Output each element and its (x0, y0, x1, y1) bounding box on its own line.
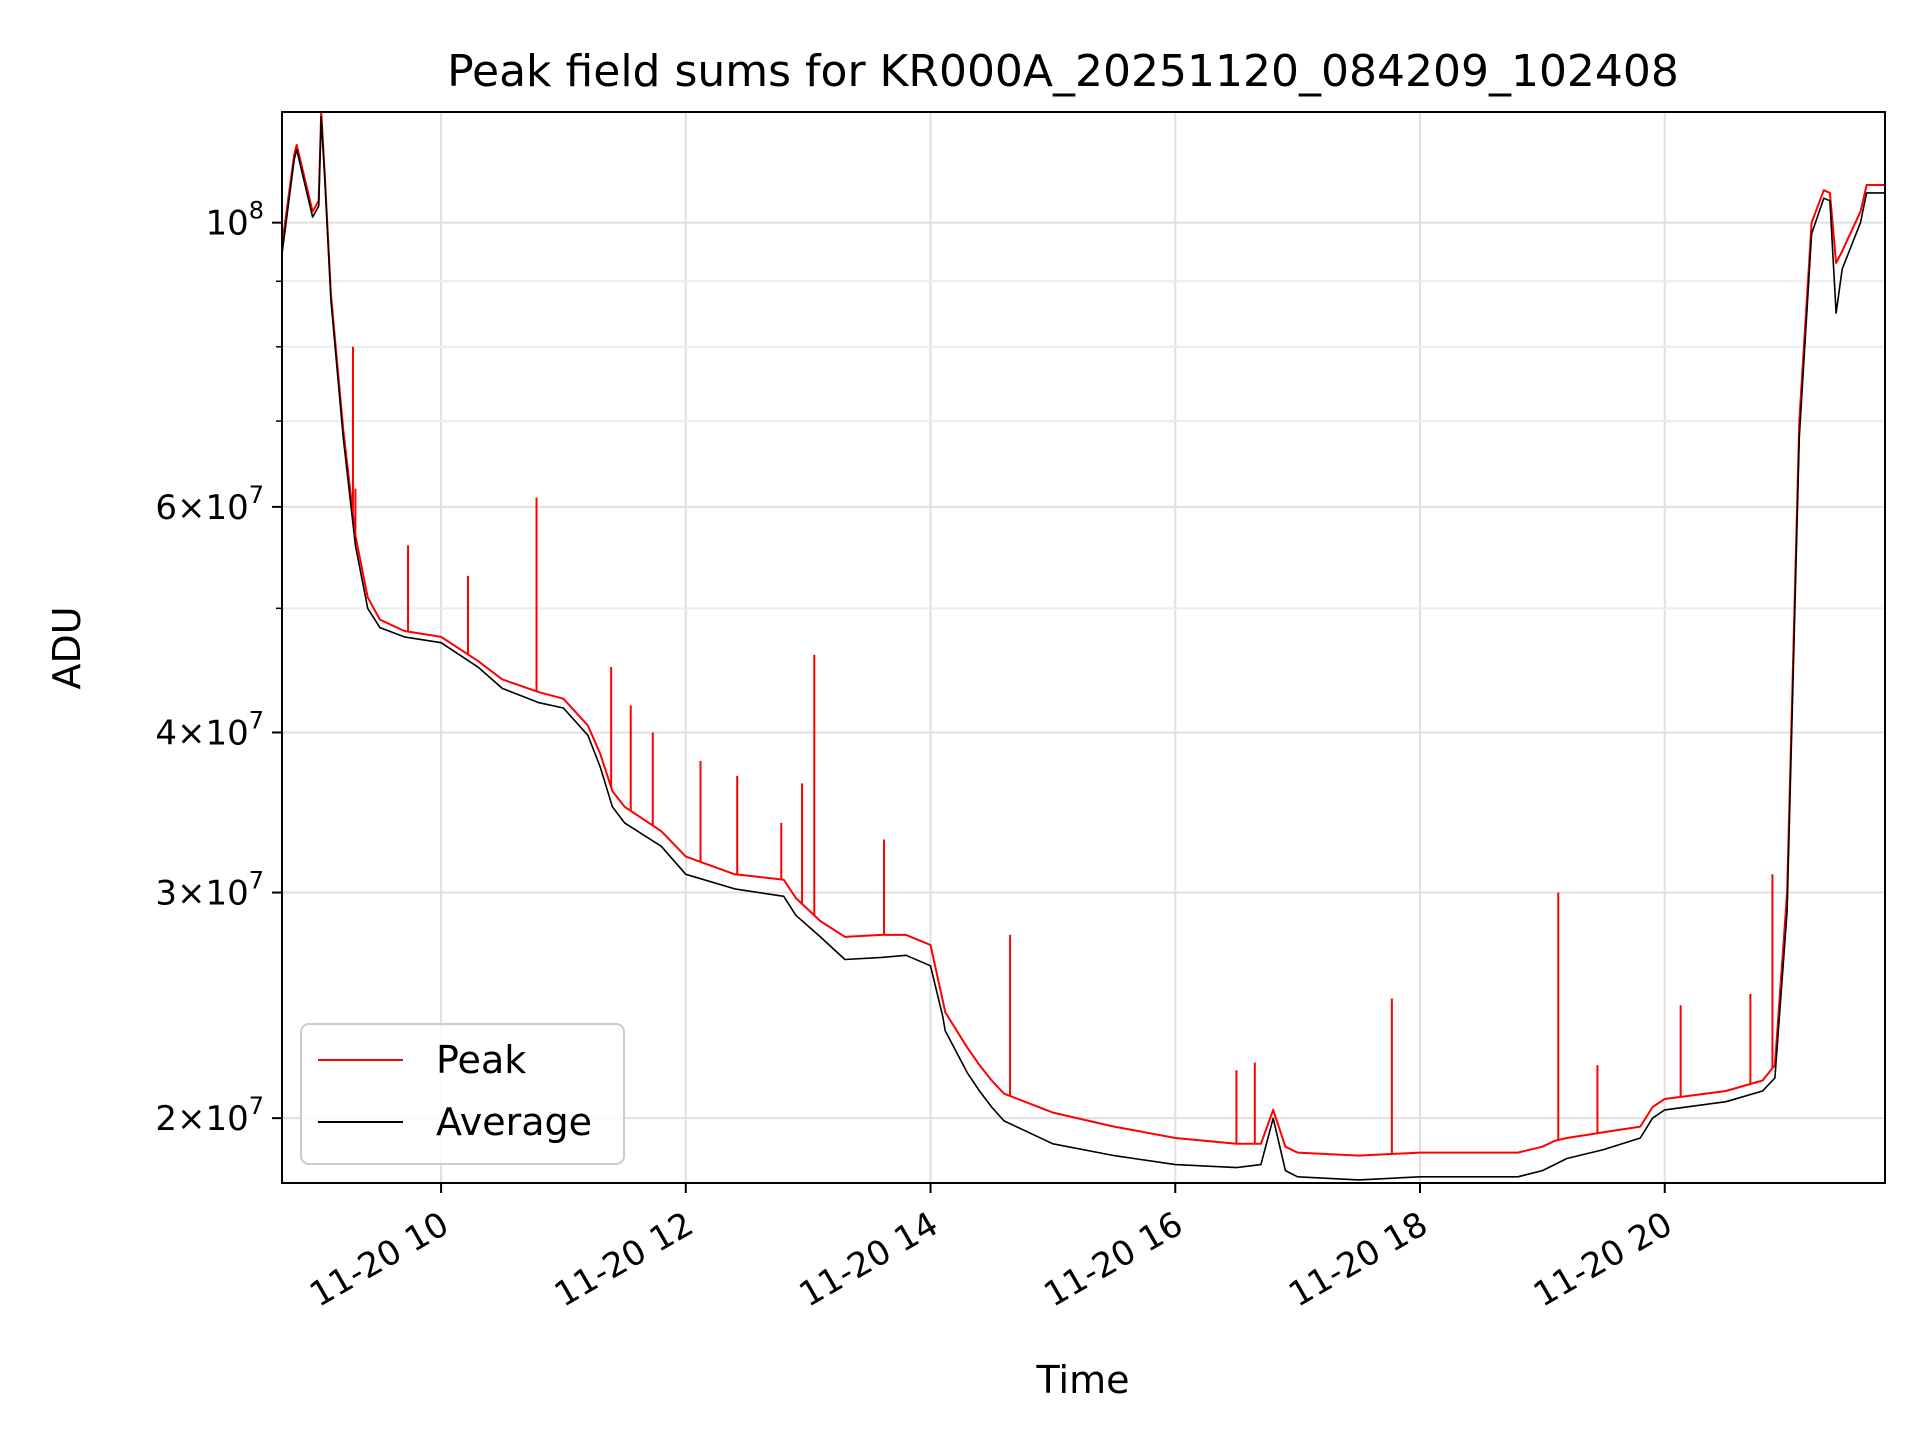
y-tick-label: 108 (205, 197, 264, 244)
y-tick-label: 3×107 (155, 867, 264, 914)
legend-label-peak: Peak (436, 1038, 526, 1082)
y-tick-label: 6×107 (155, 481, 264, 528)
y-axis-ticks: 2×107 3×107 4×107 6×107 108 (155, 197, 282, 1139)
series-line-peak (282, 112, 1885, 1157)
series-group (282, 112, 1885, 1181)
legend: Peak Average (300, 1023, 625, 1165)
series-line-average (282, 115, 1885, 1181)
chart-title: Peak field sums for KR000A_20251120_0842… (447, 46, 1679, 97)
legend-label-average: Average (436, 1100, 592, 1144)
grid-lines (282, 112, 1885, 1183)
y-axis-label: ADU (45, 606, 89, 689)
plot-frame (281, 111, 1886, 1184)
y-tick-label: 2×107 (155, 1092, 264, 1139)
y-tick-label: 4×107 (155, 706, 264, 753)
x-axis-label: Time (1036, 1358, 1130, 1402)
